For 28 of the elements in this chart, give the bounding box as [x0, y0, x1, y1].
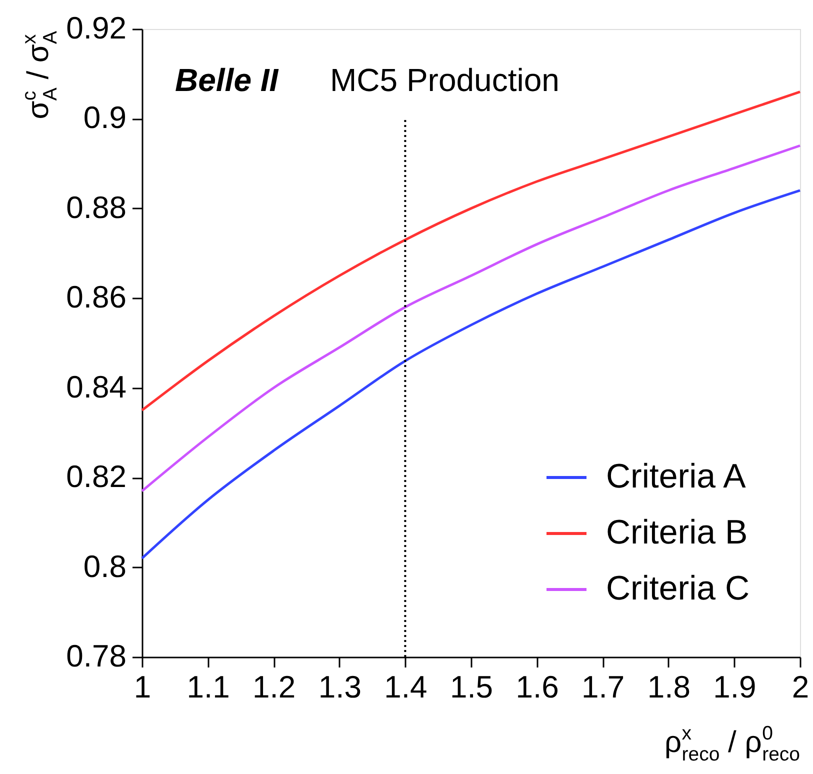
- y-tick-label: 0.86: [66, 280, 126, 315]
- y-tick-label: 0.9: [83, 100, 126, 136]
- x-tick-label: 1.3: [318, 670, 362, 704]
- line-series: [140, 144, 802, 492]
- x-tick-label: 2: [792, 670, 810, 704]
- y-axis-title: σcA / σxA: [18, 30, 62, 120]
- y-tick-label: 0.84: [66, 369, 126, 404]
- legend-label: Criteria B: [606, 514, 748, 552]
- x-tick-label: 1: [134, 670, 152, 704]
- y-tick-label: 0.82: [66, 459, 126, 494]
- x-tick-label: 1.4: [384, 670, 428, 704]
- y-tick-label: 0.78: [66, 638, 126, 674]
- x-tick-label: 1.6: [516, 670, 559, 704]
- x-tick-label: 1.5: [450, 670, 494, 704]
- line-series: [140, 90, 802, 412]
- annotation: MC5 Production: [330, 62, 560, 98]
- y-tick-label: 0.92: [66, 10, 126, 46]
- annotation: Belle II: [175, 62, 280, 98]
- legend-label: Criteria A: [606, 458, 746, 496]
- y-tick-label: 0.8: [83, 548, 126, 584]
- x-tick-label: 1.1: [186, 670, 230, 704]
- x-tick-label: 1.7: [582, 670, 625, 704]
- x-tick-label: 1.2: [252, 670, 296, 704]
- line-series: [140, 189, 802, 560]
- x-tick-label: 1.8: [647, 670, 690, 704]
- x-tick-label: 1.9: [713, 670, 756, 704]
- y-tick-label: 0.88: [66, 190, 126, 225]
- legend-label: Criteria C: [606, 570, 750, 608]
